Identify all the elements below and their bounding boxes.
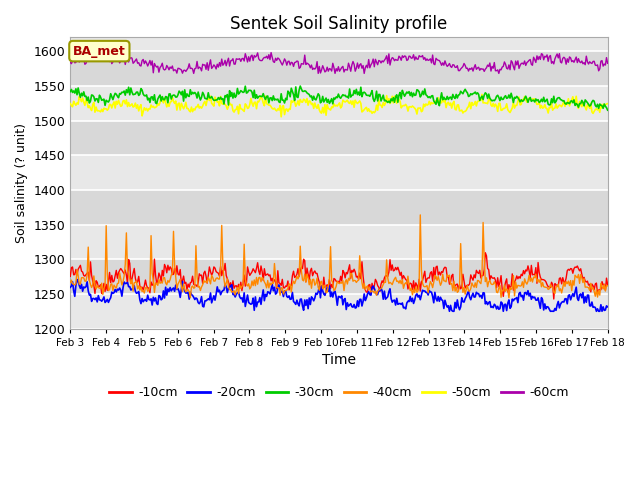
Legend: -10cm, -20cm, -30cm, -40cm, -50cm, -60cm: -10cm, -20cm, -30cm, -40cm, -50cm, -60cm — [104, 382, 574, 405]
Y-axis label: Soil salinity (? unit): Soil salinity (? unit) — [15, 123, 28, 243]
Bar — [70, 51, 607, 86]
Bar — [70, 225, 607, 259]
Bar — [70, 86, 607, 120]
Bar — [70, 190, 607, 225]
Bar — [70, 294, 607, 329]
X-axis label: Time: Time — [322, 353, 356, 367]
Bar — [70, 155, 607, 190]
Bar — [70, 259, 607, 294]
Text: BA_met: BA_met — [73, 45, 125, 58]
Bar — [70, 120, 607, 155]
Title: Sentek Soil Salinity profile: Sentek Soil Salinity profile — [230, 15, 447, 33]
